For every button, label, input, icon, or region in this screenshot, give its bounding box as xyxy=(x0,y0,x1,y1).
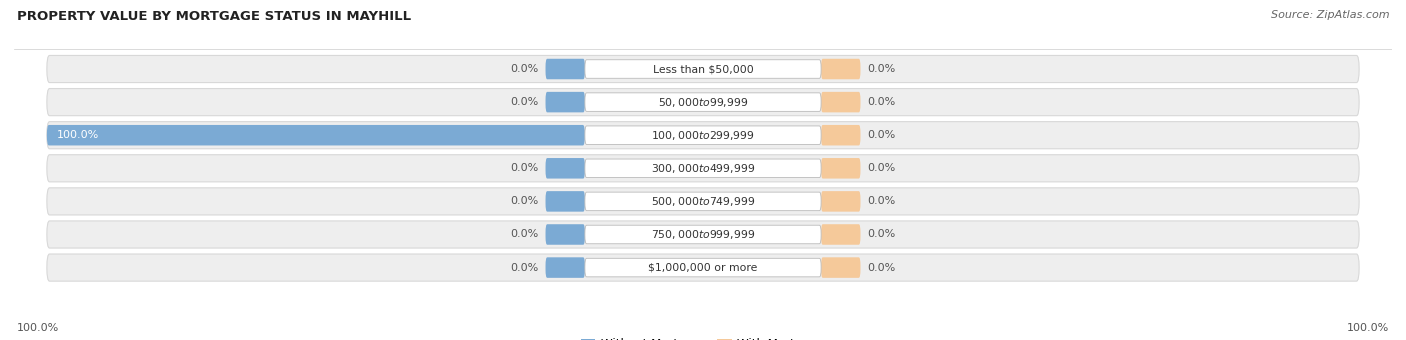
FancyBboxPatch shape xyxy=(821,224,860,245)
Text: 0.0%: 0.0% xyxy=(868,97,896,107)
Text: 0.0%: 0.0% xyxy=(510,64,538,74)
Text: $50,000 to $99,999: $50,000 to $99,999 xyxy=(658,96,748,108)
Text: 100.0%: 100.0% xyxy=(17,323,59,333)
FancyBboxPatch shape xyxy=(585,93,821,112)
FancyBboxPatch shape xyxy=(46,155,1360,182)
Text: 0.0%: 0.0% xyxy=(868,262,896,273)
FancyBboxPatch shape xyxy=(585,60,821,78)
Text: 0.0%: 0.0% xyxy=(868,130,896,140)
Text: $500,000 to $749,999: $500,000 to $749,999 xyxy=(651,195,755,208)
Text: 0.0%: 0.0% xyxy=(868,163,896,173)
FancyBboxPatch shape xyxy=(821,191,860,212)
Text: 0.0%: 0.0% xyxy=(868,197,896,206)
Text: 0.0%: 0.0% xyxy=(868,230,896,239)
FancyBboxPatch shape xyxy=(546,158,585,178)
Text: 0.0%: 0.0% xyxy=(510,97,538,107)
Text: 0.0%: 0.0% xyxy=(510,163,538,173)
FancyBboxPatch shape xyxy=(546,224,585,245)
Text: 0.0%: 0.0% xyxy=(868,64,896,74)
FancyBboxPatch shape xyxy=(585,159,821,177)
Text: 0.0%: 0.0% xyxy=(510,262,538,273)
Text: $100,000 to $299,999: $100,000 to $299,999 xyxy=(651,129,755,142)
Text: 0.0%: 0.0% xyxy=(510,197,538,206)
FancyBboxPatch shape xyxy=(585,225,821,244)
FancyBboxPatch shape xyxy=(821,59,860,79)
FancyBboxPatch shape xyxy=(46,221,1360,248)
FancyBboxPatch shape xyxy=(46,254,1360,281)
Text: 100.0%: 100.0% xyxy=(1347,323,1389,333)
Text: 100.0%: 100.0% xyxy=(56,130,98,140)
FancyBboxPatch shape xyxy=(546,92,585,113)
FancyBboxPatch shape xyxy=(585,126,821,144)
FancyBboxPatch shape xyxy=(585,258,821,277)
Text: $300,000 to $499,999: $300,000 to $499,999 xyxy=(651,162,755,175)
FancyBboxPatch shape xyxy=(821,125,860,146)
FancyBboxPatch shape xyxy=(46,122,1360,149)
FancyBboxPatch shape xyxy=(46,188,1360,215)
FancyBboxPatch shape xyxy=(585,192,821,211)
FancyBboxPatch shape xyxy=(546,59,585,79)
FancyBboxPatch shape xyxy=(546,191,585,212)
Text: 0.0%: 0.0% xyxy=(510,230,538,239)
FancyBboxPatch shape xyxy=(546,257,585,278)
Text: Source: ZipAtlas.com: Source: ZipAtlas.com xyxy=(1271,10,1389,20)
Text: Less than $50,000: Less than $50,000 xyxy=(652,64,754,74)
Legend: Without Mortgage, With Mortgage: Without Mortgage, With Mortgage xyxy=(576,334,830,340)
FancyBboxPatch shape xyxy=(46,88,1360,116)
Text: PROPERTY VALUE BY MORTGAGE STATUS IN MAYHILL: PROPERTY VALUE BY MORTGAGE STATUS IN MAY… xyxy=(17,10,411,23)
FancyBboxPatch shape xyxy=(821,92,860,113)
FancyBboxPatch shape xyxy=(821,158,860,178)
FancyBboxPatch shape xyxy=(821,257,860,278)
FancyBboxPatch shape xyxy=(46,55,1360,83)
FancyBboxPatch shape xyxy=(46,125,585,146)
Text: $750,000 to $999,999: $750,000 to $999,999 xyxy=(651,228,755,241)
Text: $1,000,000 or more: $1,000,000 or more xyxy=(648,262,758,273)
